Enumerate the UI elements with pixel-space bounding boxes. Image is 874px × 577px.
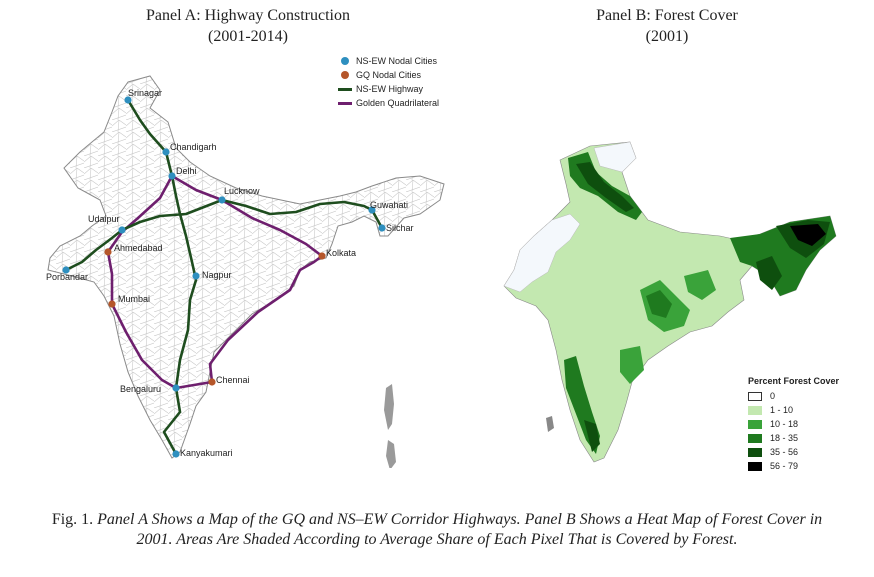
city-marker-udaipur <box>118 226 126 234</box>
legend-item-nsew-cities: NS-EW Nodal Cities <box>338 54 439 68</box>
legend-label: 1 - 10 <box>770 405 794 415</box>
city-marker-bengaluru <box>172 384 180 392</box>
forest-cover-map <box>503 141 837 463</box>
city-marker-mumbai <box>108 300 116 308</box>
legend-item-3: 18 - 35 <box>748 431 839 445</box>
swatch-icon <box>748 391 762 401</box>
legend-item-4: 35 - 56 <box>748 445 839 459</box>
panel-a-title: Panel A: Highway Construction (2001-2014… <box>118 5 378 47</box>
andaman-islands-a <box>384 384 396 468</box>
city-label-silchar: Silchar <box>386 223 414 233</box>
legend-item-gq-cities: GQ Nodal Cities <box>338 68 439 82</box>
city-label-ahmedabad: Ahmedabad <box>114 243 163 253</box>
nodal-city-markers <box>62 96 386 458</box>
city-label-chandigarh: Chandigarh <box>170 142 217 152</box>
blue-dot-icon <box>341 57 349 65</box>
city-marker-kolkata <box>318 252 326 260</box>
legend-label: 10 - 18 <box>770 419 799 429</box>
city-marker-kanyakumari <box>172 450 180 458</box>
city-marker-srinagar <box>124 96 132 104</box>
legend-item-0: 0 <box>748 389 839 403</box>
legend-label: 35 - 56 <box>770 447 799 457</box>
city-label-kolkata: Kolkata <box>326 248 357 258</box>
orange-dot-icon <box>341 71 349 79</box>
legend-item-golden-quadrilateral: Golden Quadrilateral <box>338 96 439 110</box>
legend-label: Golden Quadrilateral <box>356 98 440 108</box>
city-label-mumbai: Mumbai <box>118 294 151 304</box>
caption-prefix: Fig. 1. <box>51 511 98 528</box>
india-outline-a <box>47 75 445 459</box>
legend-item-1: 1 - 10 <box>748 403 839 417</box>
city-label-delhi: Delhi <box>176 166 197 176</box>
figure-caption: Fig. 1. Panel A Shows a Map of the GQ an… <box>40 510 834 550</box>
city-marker-chennai <box>208 378 216 386</box>
city-label-kanyakumari: Kanyakumari <box>180 448 233 458</box>
legend-label: 56 - 79 <box>770 461 799 471</box>
city-label-chennai: Chennai <box>216 375 250 385</box>
swatch-icon <box>748 419 762 429</box>
green-line-icon <box>338 87 352 91</box>
legend-item-5: 56 - 79 <box>748 459 839 473</box>
purple-line-icon <box>338 101 352 105</box>
swatch-icon <box>748 405 762 415</box>
city-marker-nagpur <box>192 272 200 280</box>
panel-b-title-line1: Panel B: Forest Cover <box>596 7 738 24</box>
legend-label: GQ Nodal Cities <box>356 70 422 80</box>
legend-label: 0 <box>770 391 776 401</box>
swatch-icon <box>748 447 762 457</box>
legend-item-nsew-highway: NS-EW Highway <box>338 82 439 96</box>
legend-title: Percent Forest Cover <box>748 376 840 386</box>
swatch-icon <box>748 433 762 443</box>
panel-a-legend: NS-EW Nodal Cities GQ Nodal Cities NS-EW… <box>338 54 439 110</box>
city-label-nagpur: Nagpur <box>202 270 232 280</box>
city-marker-ahmedabad <box>104 248 112 256</box>
city-label-porbandar: Porbandar <box>46 272 89 282</box>
city-label-lucknow: Lucknow <box>224 186 260 196</box>
city-label-guwahati: Guwahati <box>370 200 409 210</box>
city-marker-guwahati <box>368 206 376 214</box>
legend-label: NS-EW Nodal Cities <box>356 56 438 66</box>
highway-map <box>47 75 445 468</box>
city-label-udaipur: Udaipur <box>88 214 120 224</box>
city-marker-chandigarh <box>162 148 170 156</box>
caption-text: Panel A Shows a Map of the GQ and NS–EW … <box>97 511 823 548</box>
panel-b-title: Panel B: Forest Cover (2001) <box>556 5 778 47</box>
legend-item-2: 10 - 18 <box>748 417 839 431</box>
city-marker-silchar <box>378 224 386 232</box>
city-label-srinagar: Srinagar <box>128 88 163 98</box>
legend-label: 18 - 35 <box>770 433 799 443</box>
city-marker-delhi <box>168 172 176 180</box>
panel-b-title-line2: (2001) <box>645 28 689 45</box>
city-label-bengaluru: Bengaluru <box>120 384 162 394</box>
ns-highway-route <box>126 99 198 455</box>
legend-label: NS-EW Highway <box>356 84 424 94</box>
panel-a-title-line2: (2001-2014) <box>208 28 288 45</box>
india-outline-b <box>503 141 837 463</box>
panel-b-legend: Percent Forest Cover 0 1 - 10 10 - 18 18… <box>748 376 839 473</box>
swatch-icon <box>748 461 762 471</box>
city-marker-porbandar <box>62 266 70 274</box>
city-marker-lucknow <box>218 196 226 204</box>
panel-a-title-line1: Panel A: Highway Construction <box>146 7 350 24</box>
golden-quadrilateral-route <box>106 174 324 390</box>
